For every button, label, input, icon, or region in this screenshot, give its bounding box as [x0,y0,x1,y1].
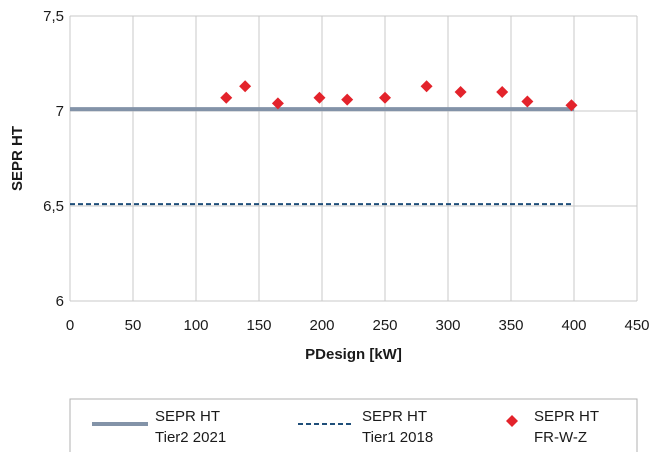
data-point [239,80,252,93]
legend-label: Tier1 2018 [362,429,433,446]
grid [69,15,638,302]
x-tick-label: 200 [309,317,334,334]
x-tick-label: 150 [246,317,271,334]
data-point [341,93,354,106]
data-point [220,91,233,104]
x-tick-label: 300 [435,317,460,334]
data-point [271,97,284,110]
data-point [565,99,578,112]
data-point [521,95,534,108]
legend: SEPR HT Tier2 2021 SEPR HT Tier1 2018 SEPR H… [69,398,638,452]
data-markers [220,80,578,112]
data-point [420,80,433,93]
legend-box [69,398,638,452]
series-lines [70,107,574,206]
x-tick-label: 450 [624,317,649,334]
legend-label: FR-W-Z [534,429,587,446]
x-tick-label: 50 [125,317,142,334]
legend-label: Tier2 2021 [155,429,226,446]
legend-label: SEPR HT [362,408,427,425]
data-point [454,86,467,98]
y-axis-title: SEPR HT [9,126,26,191]
data-point [496,86,509,98]
x-tick-label: 400 [561,317,586,334]
x-axis-title: PDesign [kW] [305,346,402,363]
legend-swatch-2 [506,415,518,427]
y-tick-label: 7,5 [43,8,64,25]
data-point [313,91,326,104]
x-tick-label: 0 [66,317,74,334]
y-tick-label: 7 [56,103,64,120]
y-axis-ticks: 6 6,5 7 7,5 [43,8,64,310]
x-tick-label: 250 [372,317,397,334]
legend-label: SEPR HT [155,408,220,425]
y-tick-label: 6,5 [43,198,64,215]
legend-label: SEPR HT [534,408,599,425]
y-tick-label: 6 [56,293,64,310]
x-tick-label: 100 [183,317,208,334]
x-tick-label: 350 [498,317,523,334]
data-point [379,91,391,104]
x-axis-ticks: 0 50 100 150 200 250 300 350 400 450 [66,317,650,334]
